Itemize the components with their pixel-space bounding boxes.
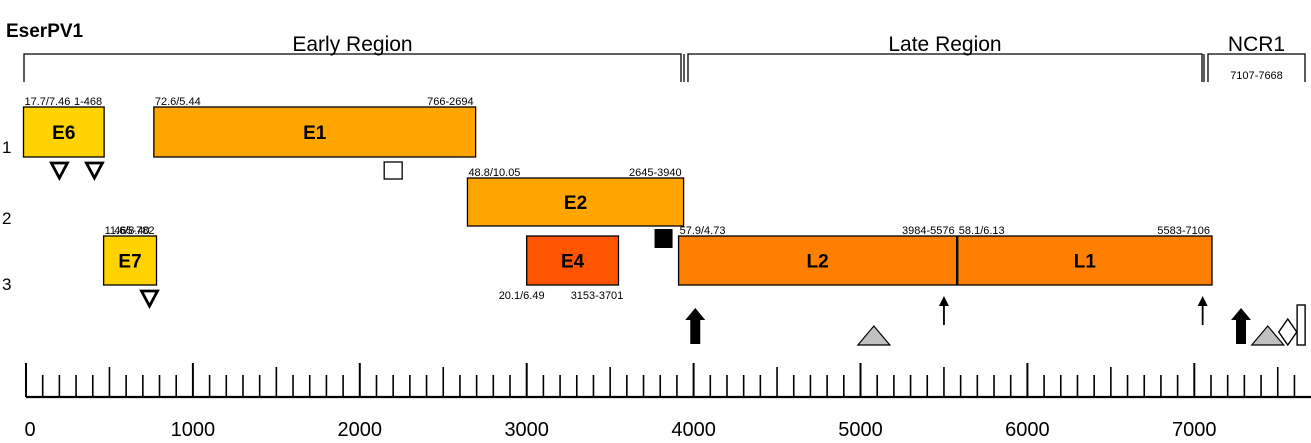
region-brackets: Early Region Late Region NCR1 7107-7668: [23, 33, 1306, 82]
axis-tick-label: 3000: [504, 419, 549, 441]
gene-label-e1: E1: [303, 123, 327, 144]
region-bracket-ncr: [1207, 53, 1306, 82]
gene-stats-e7: 11.6/8.40: [105, 225, 150, 237]
marker-layer: [49, 161, 1306, 347]
axis-tick-label: 0: [24, 419, 35, 441]
axis-tick-label: 2000: [338, 419, 383, 441]
gene-stats-e6: 17.7/7.46: [24, 96, 70, 108]
gene-l2: L2 57.9/4.73 3984-5576: [677, 225, 958, 286]
gene-range-e6: 1-468: [74, 96, 102, 108]
region-label-ncr: NCR1: [1228, 33, 1285, 56]
marker-thick-arrow-9: [1231, 308, 1252, 344]
gene-range-e1: 766-2694: [427, 96, 474, 108]
region-bracket-late: [687, 53, 1203, 82]
gene-box-e4: [526, 235, 620, 286]
gene-label-l2: L2: [807, 252, 829, 273]
marker-open-square-3: [383, 161, 403, 180]
gene-range-l1: 5583-7106: [1157, 225, 1210, 237]
marker-open-down-triangle-2: [84, 161, 105, 181]
region-label-late: Late Region: [888, 33, 1001, 56]
genome-title: EserPV1: [6, 21, 84, 42]
marker-open-diamond-12: [1277, 317, 1298, 347]
gene-box-e2: [466, 177, 685, 227]
gene-stats-l2: 57.9/4.73: [680, 225, 726, 237]
gene-layer: E6 17.7/7.46 1-468 E1 72.6/5.44 766-2694 E2 48.…: [22, 96, 1213, 302]
region-range-ncr: 7107-7668: [1230, 70, 1283, 82]
gene-range-e4: 3153-3701: [571, 290, 624, 302]
gene-box-e1: [153, 106, 477, 158]
gene-stats-l1: 58.1/6.13: [959, 225, 1005, 237]
marker-gray-triangle-10: [856, 325, 892, 346]
region-bracket-early: [23, 53, 682, 82]
marker-open-down-triangle-1: [49, 161, 70, 181]
gene-range-e7: 465-782: [114, 225, 154, 237]
gene-stats-e2: 48.8/10.05: [468, 167, 520, 179]
marker-gray-triangle-11: [1250, 325, 1286, 346]
axis-tick-label: 5000: [838, 419, 883, 441]
frame-label-3: 3: [2, 275, 11, 294]
gene-e1: E1 72.6/5.44 766-2694: [153, 96, 477, 158]
gene-label-e6: E6: [52, 123, 75, 144]
marker-thick-arrow-6: [685, 308, 706, 344]
gene-range-e2: 2645-3940: [629, 167, 682, 179]
gene-box-e7: [102, 235, 158, 286]
gene-label-e4: E4: [561, 252, 585, 273]
gene-box-e6: [22, 106, 105, 158]
gene-stats-e1: 72.6/5.44: [155, 96, 201, 108]
gene-e6: E6 17.7/7.46 1-468: [22, 96, 105, 158]
gene-label-e2: E2: [564, 193, 587, 214]
region-late: Late Region: [687, 33, 1203, 82]
scale-axis: 0 1000 2000 3000 4000 5000 6000 7000: [24, 363, 1311, 441]
gene-l1: L1 58.1/6.13 5583-7106: [957, 225, 1213, 286]
frame-label-1: 1: [2, 138, 11, 157]
gene-label-e7: E7: [118, 252, 141, 273]
gene-box-l1: [957, 235, 1213, 286]
marker-open-rect-13: [1296, 304, 1306, 346]
frame-label-2: 2: [2, 209, 11, 228]
marker-filled-square-4: [654, 229, 673, 248]
region-label-early: Early Region: [292, 33, 412, 56]
gene-box-l2: [677, 235, 958, 286]
gene-stats-e4: 20.1/6.49: [499, 290, 545, 302]
axis-tick-label: 4000: [671, 419, 716, 441]
gene-range-l2: 3984-5576: [902, 225, 955, 237]
gene-label-l1: L1: [1074, 252, 1097, 273]
marker-thin-arrow-7: [938, 296, 949, 306]
axis-tick-label: 7000: [1172, 419, 1217, 441]
region-early: Early Region: [23, 33, 682, 82]
region-ncr: NCR1 7107-7668: [1207, 33, 1306, 82]
marker-open-down-triangle-5: [139, 289, 160, 309]
axis-tick-label: 1000: [171, 419, 216, 441]
gene-e2: E2 48.8/10.05 2645-3940: [466, 167, 685, 227]
axis-tick-label: 6000: [1005, 419, 1050, 441]
marker-thin-arrow-8: [1197, 296, 1208, 306]
gene-e4: E4 20.1/6.49 3153-3701: [499, 235, 624, 302]
